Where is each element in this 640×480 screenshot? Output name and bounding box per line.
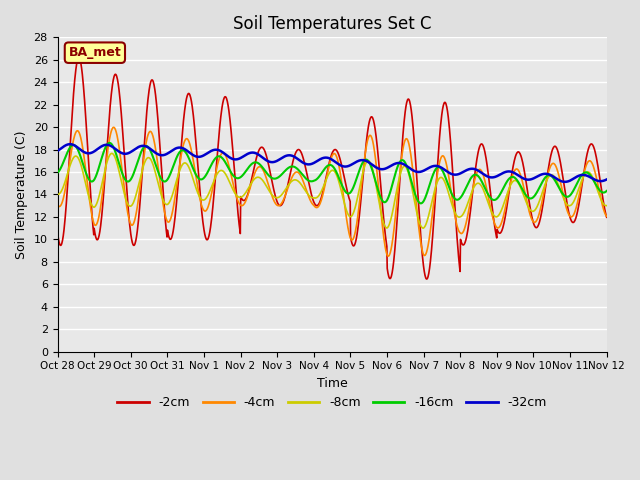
Legend: -2cm, -4cm, -8cm, -16cm, -32cm: -2cm, -4cm, -8cm, -16cm, -32cm: [112, 391, 552, 414]
Text: BA_met: BA_met: [68, 46, 121, 59]
X-axis label: Time: Time: [317, 377, 348, 390]
Y-axis label: Soil Temperature (C): Soil Temperature (C): [15, 130, 28, 259]
Title: Soil Temperatures Set C: Soil Temperatures Set C: [233, 15, 431, 33]
